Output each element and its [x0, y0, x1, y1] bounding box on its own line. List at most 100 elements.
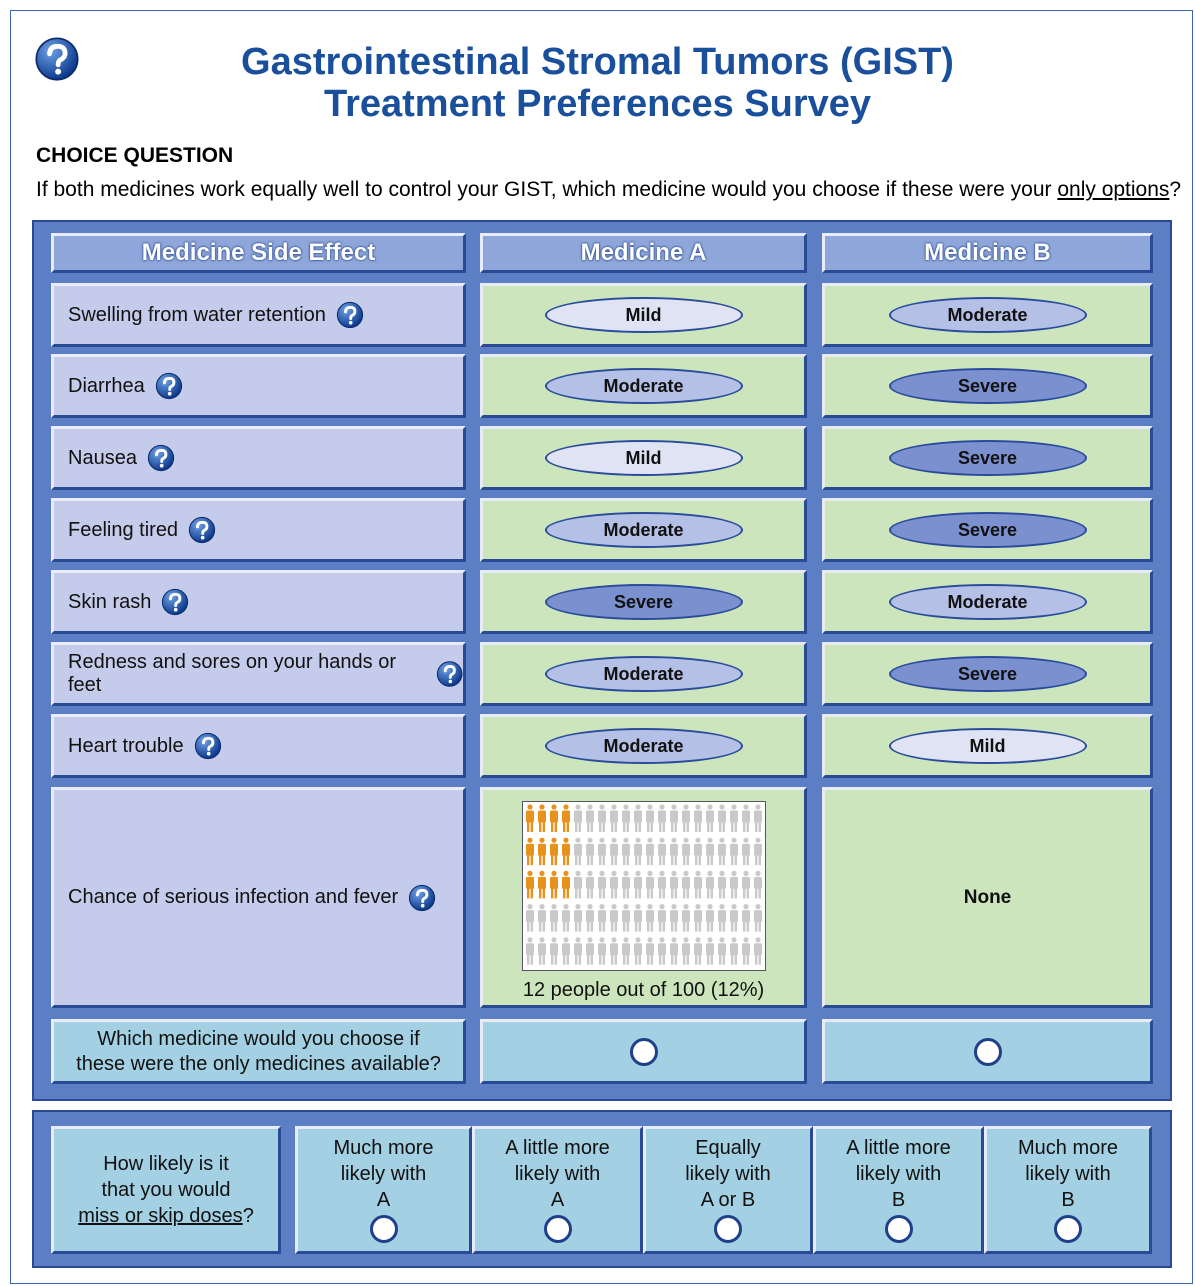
- person-icon: [609, 837, 618, 866]
- person-icon: [633, 804, 642, 832]
- person-icon: [753, 804, 762, 832]
- person-icon: [669, 804, 678, 832]
- person-icon: [573, 904, 582, 932]
- effect-cell: Swelling from water retention: [51, 283, 466, 347]
- help-icon[interactable]: [408, 884, 436, 912]
- person-icon: [621, 804, 630, 832]
- level-cell: Moderate: [480, 354, 807, 418]
- person-icon: [537, 870, 546, 899]
- option-line: likely with: [514, 1163, 601, 1185]
- likelihood-option: Much more likely with B: [984, 1126, 1152, 1254]
- person-icon: [645, 870, 654, 899]
- person-icon: [669, 904, 678, 932]
- person-icon: [525, 837, 534, 866]
- radio-button[interactable]: [629, 1037, 658, 1066]
- level-oval: Mild: [544, 440, 743, 476]
- person-icon: [561, 837, 570, 866]
- person-icon: [753, 837, 762, 866]
- effect-cell: Feeling tired: [51, 498, 466, 562]
- person-icon: [537, 837, 546, 866]
- person-icon: [561, 804, 570, 832]
- person-icon: [525, 804, 534, 832]
- help-icon[interactable]: [194, 732, 222, 760]
- person-icon: [693, 937, 702, 965]
- help-icon[interactable]: [436, 660, 463, 688]
- person-icon: [657, 837, 666, 866]
- effect-label: Nausea: [68, 446, 137, 469]
- person-icon: [729, 937, 738, 965]
- option-line: Much more: [333, 1137, 434, 1159]
- radio-button[interactable]: [543, 1215, 572, 1243]
- effect-cell: Heart trouble: [51, 714, 466, 778]
- person-icon: [525, 870, 534, 899]
- option-line: likely with: [855, 1163, 942, 1185]
- option-line: A: [550, 1189, 565, 1211]
- radio-button[interactable]: [369, 1215, 398, 1243]
- person-icon: [741, 937, 750, 965]
- person-icon: [741, 804, 750, 832]
- choice-question-text: Which medicine would you choose if these…: [76, 1027, 441, 1075]
- person-icon: [657, 904, 666, 932]
- option-line: A little more: [505, 1137, 610, 1159]
- person-icon: [537, 904, 546, 932]
- question-label: CHOICE QUESTION: [36, 144, 234, 167]
- person-icon: [585, 937, 594, 965]
- person-icon: [693, 804, 702, 832]
- effect-cell: Redness and sores on your hands or feet: [51, 642, 466, 706]
- level-cell: Severe: [822, 642, 1153, 706]
- effect-label: Diarrhea: [68, 374, 145, 397]
- person-icon: [681, 837, 690, 866]
- effect-label: Swelling from water retention: [68, 303, 326, 326]
- help-icon[interactable]: [161, 588, 189, 616]
- choice-question: Which medicine would you choose if these…: [51, 1019, 466, 1084]
- pictograph-cell: 12 people out of 100 (12%): [480, 787, 807, 1008]
- person-icon: [573, 937, 582, 965]
- level-cell: Severe: [822, 498, 1153, 562]
- person-icon: [633, 837, 642, 866]
- level-oval: Moderate: [888, 584, 1087, 620]
- help-icon[interactable]: [188, 516, 216, 544]
- radio-button[interactable]: [1054, 1215, 1082, 1243]
- person-icon: [681, 804, 690, 832]
- person-icon: [609, 804, 618, 832]
- effect-label: Heart trouble: [68, 734, 184, 757]
- level-oval: Severe: [888, 368, 1087, 404]
- person-icon: [549, 804, 558, 832]
- level-cell: Mild: [822, 714, 1153, 778]
- person-icon: [609, 904, 618, 932]
- radio-button[interactable]: [714, 1215, 742, 1243]
- person-icon: [573, 804, 582, 832]
- person-icon: [633, 937, 642, 965]
- help-icon[interactable]: [336, 301, 364, 329]
- person-icon: [585, 904, 594, 932]
- person-icon: [597, 870, 606, 899]
- choice-cell: [822, 1019, 1153, 1084]
- level-cell: Mild: [480, 283, 807, 347]
- radio-button[interactable]: [884, 1215, 913, 1243]
- person-icon: [609, 937, 618, 965]
- person-icon: [741, 837, 750, 866]
- help-icon[interactable]: [155, 372, 183, 400]
- person-icon: [705, 804, 714, 832]
- person-icon: [669, 837, 678, 866]
- person-icon: [729, 904, 738, 932]
- level-oval: Mild: [544, 297, 743, 333]
- person-icon: [717, 937, 726, 965]
- level-oval: Moderate: [544, 512, 743, 548]
- option-line: likely with: [1025, 1163, 1111, 1185]
- option-line: likely with: [685, 1163, 771, 1185]
- person-icon: [753, 937, 762, 965]
- likelihood-question-line: How likely is it: [103, 1153, 229, 1175]
- level-oval: Severe: [544, 584, 743, 620]
- help-icon[interactable]: [147, 444, 175, 472]
- person-icon: [717, 837, 726, 866]
- person-icon: [561, 937, 570, 965]
- person-icon: [705, 870, 714, 899]
- level-text: None: [963, 886, 1012, 908]
- person-icon: [597, 837, 606, 866]
- option-line: Much more: [1017, 1137, 1119, 1159]
- radio-button[interactable]: [973, 1037, 1002, 1066]
- option-line: A: [376, 1189, 391, 1211]
- effect-cell: Diarrhea: [51, 354, 466, 418]
- person-icon: [645, 804, 654, 832]
